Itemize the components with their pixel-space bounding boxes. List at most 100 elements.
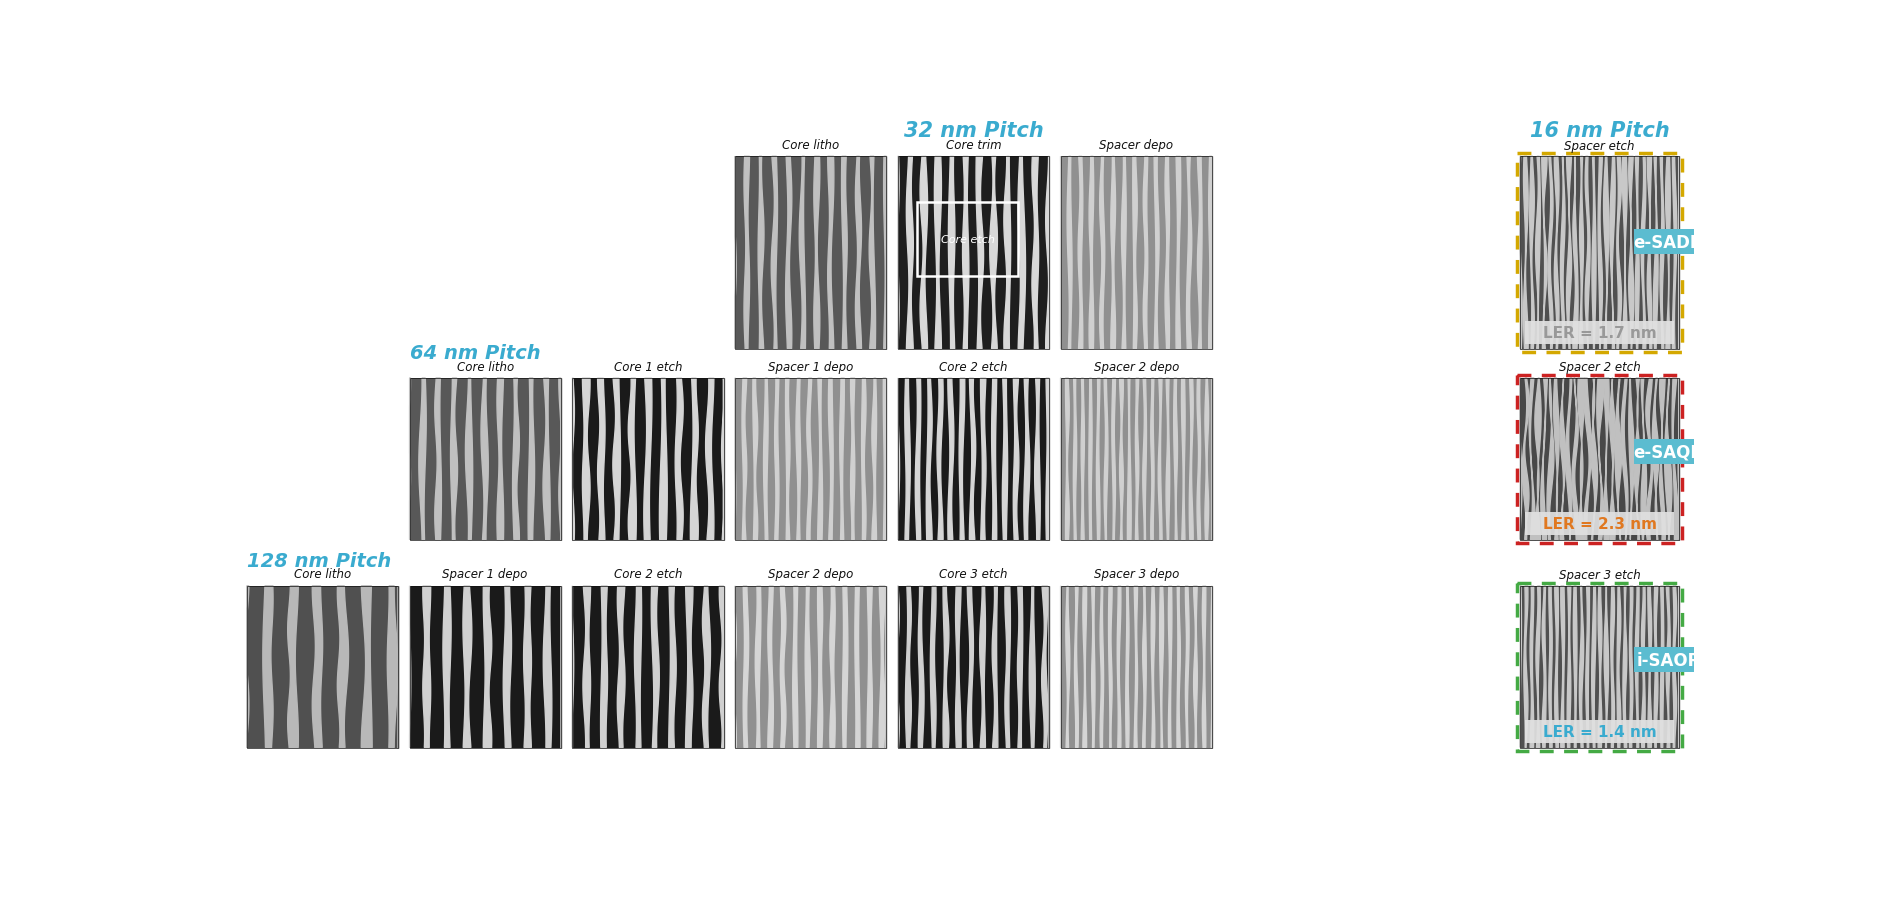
Polygon shape — [1097, 379, 1099, 540]
Polygon shape — [1579, 157, 1583, 349]
Bar — [410, 379, 561, 540]
Text: Core 2 etch: Core 2 etch — [939, 360, 1007, 374]
Polygon shape — [1142, 157, 1148, 349]
Bar — [736, 586, 886, 748]
Polygon shape — [1654, 586, 1658, 748]
Bar — [1061, 586, 1212, 748]
Polygon shape — [1135, 586, 1137, 748]
Polygon shape — [1150, 379, 1154, 540]
Polygon shape — [807, 379, 811, 540]
Bar — [898, 586, 1048, 748]
Text: Spacer 1 depo: Spacer 1 depo — [442, 568, 527, 581]
Bar — [410, 379, 561, 540]
Polygon shape — [1641, 586, 1645, 748]
Polygon shape — [918, 586, 924, 748]
Polygon shape — [1125, 586, 1129, 748]
Polygon shape — [1541, 379, 1547, 540]
Bar — [1521, 157, 1679, 349]
Polygon shape — [772, 157, 777, 349]
Polygon shape — [992, 586, 997, 748]
Polygon shape — [1630, 586, 1634, 748]
Polygon shape — [1159, 586, 1163, 748]
Polygon shape — [644, 379, 651, 540]
Polygon shape — [1671, 379, 1679, 540]
Text: Core trim: Core trim — [945, 138, 1001, 151]
Polygon shape — [1197, 157, 1203, 349]
Polygon shape — [450, 379, 457, 540]
Polygon shape — [337, 586, 348, 748]
Polygon shape — [721, 379, 723, 540]
Bar — [1061, 586, 1212, 748]
Bar — [1634, 648, 1703, 672]
Bar — [1061, 379, 1212, 540]
Polygon shape — [1571, 379, 1579, 540]
Polygon shape — [962, 157, 969, 349]
Polygon shape — [1165, 157, 1169, 349]
Polygon shape — [1523, 379, 1528, 540]
Polygon shape — [1208, 157, 1212, 349]
Polygon shape — [1203, 586, 1206, 748]
Polygon shape — [805, 586, 811, 748]
Polygon shape — [1099, 157, 1105, 349]
Polygon shape — [920, 157, 928, 349]
Polygon shape — [743, 157, 749, 349]
Polygon shape — [484, 586, 491, 748]
Polygon shape — [1549, 157, 1553, 349]
Bar — [898, 586, 1048, 748]
Polygon shape — [685, 586, 693, 748]
Polygon shape — [482, 379, 487, 540]
Polygon shape — [937, 379, 943, 540]
Polygon shape — [420, 379, 425, 540]
Polygon shape — [885, 157, 886, 349]
Polygon shape — [753, 379, 758, 540]
Bar — [1061, 157, 1212, 349]
Text: Spacer 2 etch: Spacer 2 etch — [1558, 361, 1641, 374]
Polygon shape — [1176, 157, 1180, 349]
Polygon shape — [1555, 379, 1558, 540]
Polygon shape — [1577, 379, 1585, 540]
Polygon shape — [755, 586, 760, 748]
Polygon shape — [1664, 379, 1671, 540]
Bar — [247, 586, 397, 748]
Polygon shape — [1182, 379, 1186, 540]
Polygon shape — [1154, 157, 1159, 349]
Polygon shape — [905, 379, 911, 540]
Polygon shape — [1541, 157, 1547, 349]
Polygon shape — [856, 157, 862, 349]
Polygon shape — [1549, 586, 1553, 748]
Polygon shape — [312, 586, 322, 748]
Polygon shape — [764, 379, 768, 540]
Polygon shape — [1560, 586, 1564, 748]
Text: Spacer 3 etch: Spacer 3 etch — [1558, 568, 1641, 581]
Bar — [1524, 322, 1675, 344]
Polygon shape — [1090, 379, 1092, 540]
Polygon shape — [1652, 379, 1658, 540]
Text: 64 nm Pitch: 64 nm Pitch — [410, 344, 540, 363]
Polygon shape — [1174, 379, 1178, 540]
Polygon shape — [1046, 157, 1048, 349]
Polygon shape — [1617, 157, 1622, 349]
Polygon shape — [1152, 586, 1156, 748]
Text: Core 3 etch: Core 3 etch — [939, 568, 1007, 581]
Polygon shape — [839, 379, 845, 540]
Polygon shape — [1555, 157, 1558, 349]
Polygon shape — [817, 586, 822, 748]
Text: e-SADP: e-SADP — [1634, 233, 1703, 251]
Polygon shape — [1122, 157, 1125, 349]
Polygon shape — [981, 379, 986, 540]
Polygon shape — [263, 586, 273, 748]
Polygon shape — [843, 586, 847, 748]
Bar — [1634, 440, 1703, 465]
Polygon shape — [719, 586, 723, 748]
Bar — [1517, 583, 1683, 751]
Polygon shape — [1622, 157, 1628, 349]
Polygon shape — [512, 379, 519, 540]
Polygon shape — [1585, 157, 1590, 349]
Bar — [572, 379, 723, 540]
Text: Core litho: Core litho — [294, 568, 352, 581]
Text: Spacer 2 depo: Spacer 2 depo — [1093, 360, 1178, 374]
Polygon shape — [828, 157, 834, 349]
Polygon shape — [1108, 586, 1112, 748]
Polygon shape — [1579, 586, 1583, 748]
Bar — [247, 586, 397, 748]
